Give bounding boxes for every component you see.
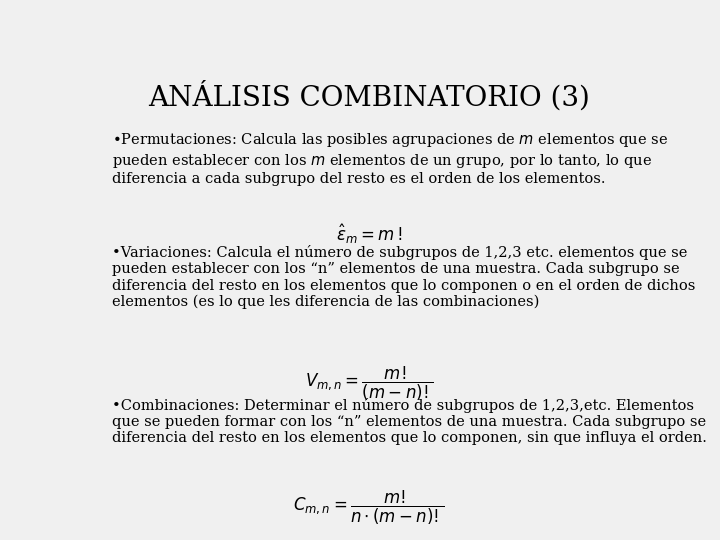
Text: •Variaciones: Calcula el número de subgrupos de 1,2,3 etc. elementos que se
pued: •Variaciones: Calcula el número de subgr… — [112, 245, 696, 309]
Text: •Permutaciones: Calcula las posibles agrupaciones de $m$ elementos que se
pueden: •Permutaciones: Calcula las posibles agr… — [112, 131, 668, 186]
Text: $\hat{\varepsilon}_m = m\,!$: $\hat{\varepsilon}_m = m\,!$ — [336, 222, 402, 246]
Text: $C_{m,n} = \dfrac{m!}{n \cdot (m-n)!}$: $C_{m,n} = \dfrac{m!}{n \cdot (m-n)!}$ — [293, 489, 445, 527]
Text: •Combinaciones: Determinar el número de subgrupos de 1,2,3,etc. Elementos
que se: •Combinaciones: Determinar el número de … — [112, 398, 707, 446]
Text: $V_{m,n} = \dfrac{m!}{(m-n)!}$: $V_{m,n} = \dfrac{m!}{(m-n)!}$ — [305, 364, 433, 403]
Text: ANÁLISIS COMBINATORIO (3): ANÁLISIS COMBINATORIO (3) — [148, 82, 590, 112]
